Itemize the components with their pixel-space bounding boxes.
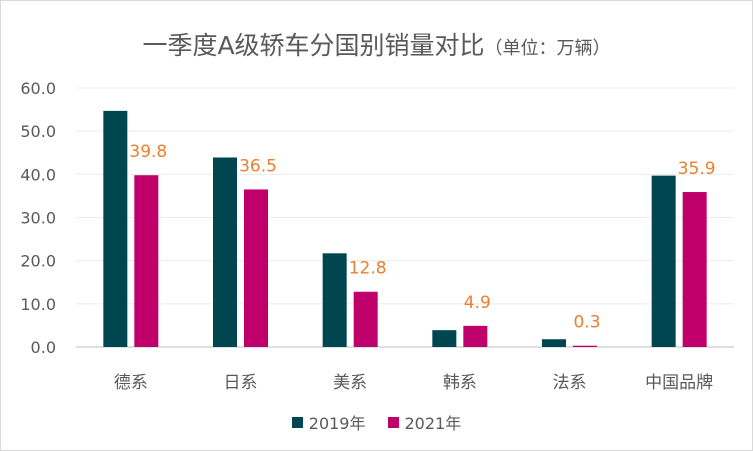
chart-title: 一季度A级轿车分国别销量对比（单位：万辆） — [0, 26, 753, 62]
legend-label-2021: 2021年 — [404, 414, 462, 433]
data-label: 36.5 — [239, 156, 277, 176]
bar-2019年-中国品牌 — [651, 175, 676, 347]
legend: 2019年 2021年 — [0, 410, 753, 434]
chart-title-main: 一季度A级轿车分国别销量对比 — [142, 31, 485, 60]
bar-2019年-德系 — [103, 110, 128, 348]
bar-2021年-美系 — [353, 291, 378, 347]
bar-2019年-韩系 — [432, 330, 457, 347]
bar-2019年-美系 — [322, 253, 347, 347]
data-labels: 39.8 36.5 12.8 4.9 0.3 35.9 — [129, 142, 715, 333]
gridlines — [76, 87, 734, 348]
data-label: 39.8 — [129, 142, 167, 162]
y-axis-ticks: 0.0 10.0 20.0 30.0 40.0 50.0 60.0 — [20, 79, 56, 357]
x-tick-label: 美系 — [333, 373, 367, 393]
x-tick-label: 德系 — [114, 373, 148, 393]
legend-swatch-2019 — [291, 416, 303, 428]
y-tick-label: 40.0 — [20, 165, 56, 184]
bar-2021年-德系 — [134, 175, 159, 347]
legend-label-2019: 2019年 — [308, 414, 366, 433]
x-tick-label: 法系 — [553, 373, 587, 393]
legend-item-2019[interactable]: 2019年 — [291, 410, 366, 434]
y-tick-label: 60.0 — [20, 79, 56, 98]
data-label: 4.9 — [464, 293, 491, 313]
bar-2021年-韩系 — [463, 325, 488, 347]
x-axis-ticks: 德系 日系 美系 韩系 法系 中国品牌 — [114, 373, 713, 393]
bars — [103, 110, 707, 348]
y-tick-label: 50.0 — [20, 122, 56, 141]
x-tick-label: 中国品牌 — [645, 373, 713, 393]
legend-swatch-2021 — [387, 416, 399, 428]
chart-title-unit: （单位：万辆） — [484, 38, 611, 59]
x-tick-label: 韩系 — [443, 373, 477, 393]
data-label: 0.3 — [573, 313, 600, 333]
data-label: 35.9 — [678, 159, 716, 179]
data-label: 12.8 — [349, 259, 387, 279]
y-tick-label: 20.0 — [20, 252, 56, 271]
legend-item-2021[interactable]: 2021年 — [387, 410, 462, 434]
y-tick-label: 10.0 — [20, 295, 56, 314]
x-tick-label: 日系 — [224, 373, 258, 393]
y-tick-label: 0.0 — [31, 338, 56, 357]
bar-2021年-中国品牌 — [682, 192, 707, 347]
bar-2021年-日系 — [244, 189, 268, 347]
y-tick-label: 30.0 — [20, 209, 56, 228]
bar-2019年-法系 — [542, 339, 566, 347]
bar-2021年-法系 — [573, 345, 597, 347]
bar-2019年-日系 — [213, 157, 237, 347]
